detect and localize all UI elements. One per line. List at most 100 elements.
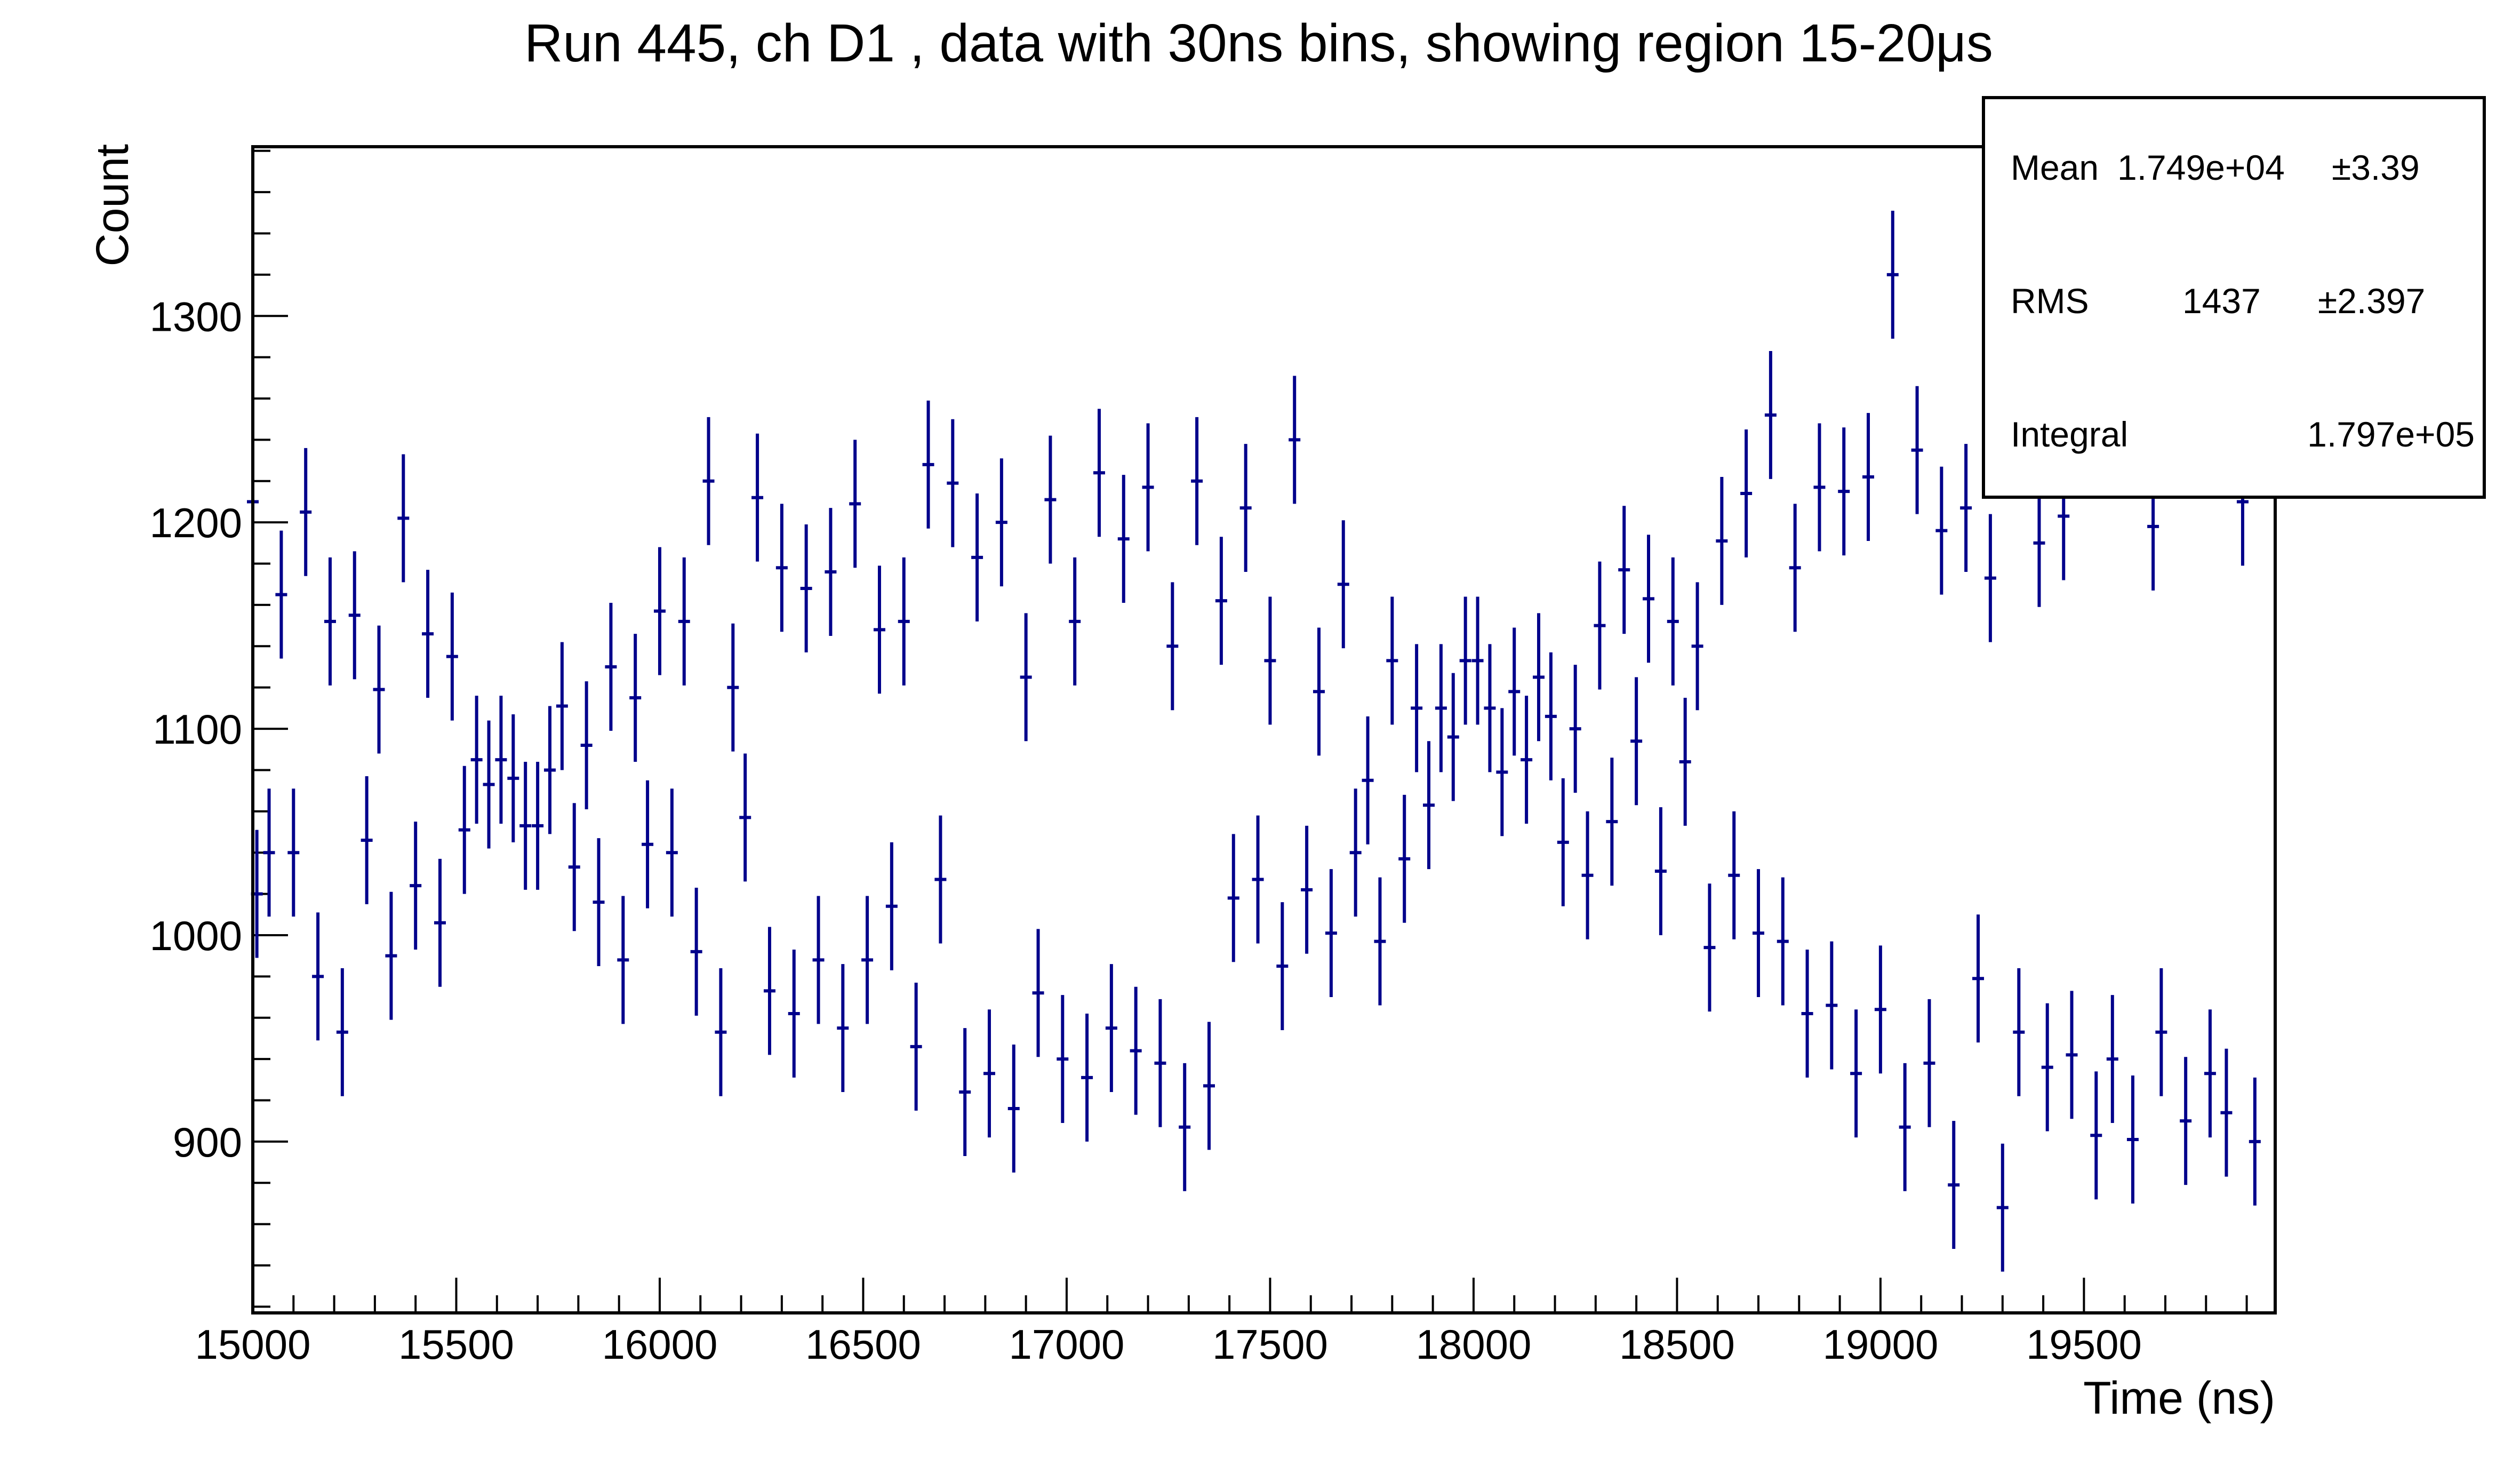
data-point <box>1349 788 1362 917</box>
data-point <box>1032 929 1044 1057</box>
data-point <box>1069 557 1081 686</box>
data-point <box>1594 561 1606 690</box>
stats-mean-value: 1.749e+04 <box>2117 148 2285 187</box>
data-point <box>2220 1048 2233 1177</box>
data-point <box>446 592 458 721</box>
x-tick-label: 19500 <box>2026 1321 2142 1368</box>
x-tick-label: 15500 <box>398 1321 514 1368</box>
y-axis-title: Count <box>87 144 138 267</box>
data-point <box>2126 1075 2139 1204</box>
data-point <box>593 838 605 967</box>
data-point <box>263 788 275 917</box>
data-point <box>470 696 483 824</box>
data-point <box>885 842 898 970</box>
data-point <box>300 448 312 576</box>
data-point <box>336 968 348 1096</box>
data-point <box>507 714 519 842</box>
data-point <box>934 815 947 944</box>
data-point <box>837 964 849 1093</box>
data-point <box>629 634 642 762</box>
data-point <box>543 706 556 834</box>
data-point <box>397 454 410 583</box>
data-point <box>1484 644 1496 772</box>
data-point <box>1093 409 1105 537</box>
data-point <box>605 603 617 731</box>
data-point <box>739 753 751 882</box>
data-point <box>1130 986 1142 1115</box>
data-point <box>1386 596 1398 725</box>
data-point <box>1020 613 1032 742</box>
data-point <box>788 950 800 1078</box>
data-point <box>1972 914 1985 1043</box>
data-point <box>385 891 397 1020</box>
data-point <box>873 565 885 694</box>
data-point <box>1325 869 1337 998</box>
data-point <box>1508 627 1521 756</box>
data-point <box>1874 945 1886 1074</box>
y-axis-tick-labels: 900 1000 1100 1200 1300 <box>149 293 242 1166</box>
stats-box: Mean 1.749e+04 ±3.39 RMS 1437 ±2.397 Int… <box>1982 96 2486 499</box>
data-point <box>1886 210 1899 339</box>
data-point <box>678 557 690 686</box>
data-point <box>653 547 666 675</box>
data-point <box>1252 815 1264 944</box>
data-point <box>275 530 287 659</box>
data-point <box>1044 435 1057 564</box>
data-point <box>2066 991 2078 1119</box>
data-point <box>1716 477 1728 605</box>
data-point <box>1935 466 1948 595</box>
x-tick-label: 15000 <box>195 1321 311 1368</box>
data-point <box>434 858 446 987</box>
data-point <box>324 557 336 686</box>
data-point <box>825 508 837 636</box>
data-point <box>1667 557 1679 686</box>
y-tick-label: 1000 <box>149 912 242 959</box>
data-point <box>519 761 532 890</box>
x-tick-label: 16000 <box>602 1321 718 1368</box>
data-point <box>1826 941 1838 1070</box>
data-point <box>898 557 910 686</box>
data-point <box>1447 673 1459 801</box>
data-point <box>1289 376 1301 504</box>
data-point <box>1630 677 1643 806</box>
data-point <box>1606 758 1618 886</box>
y-tick-label: 1300 <box>149 293 242 340</box>
data-point <box>617 896 629 1024</box>
data-point <box>1557 778 1569 906</box>
x-axis-tick-labels: 15000 15500 16000 16500 17000 17500 18000 18500… <box>195 1321 2142 1368</box>
y-tick-label: 1100 <box>153 706 242 753</box>
stats-mean-row: Mean 1.749e+04 ±3.39 <box>2011 148 2483 187</box>
data-point <box>1203 1022 1215 1150</box>
data-point <box>1411 644 1423 772</box>
data-point <box>2204 1009 2216 1138</box>
data-point <box>1996 1143 2009 1272</box>
data-point <box>422 570 434 698</box>
data-point <box>1569 665 1581 793</box>
data-point <box>1654 807 1667 935</box>
data-point <box>763 927 775 1055</box>
data-point <box>1533 613 1545 742</box>
data-point <box>922 400 934 529</box>
data-point <box>1521 696 1533 824</box>
data-point <box>1362 716 1374 844</box>
stats-mean-error: ±3.39 <box>2332 148 2420 187</box>
y-tick-label: 900 <box>173 1119 242 1166</box>
data-point <box>1850 1009 1862 1138</box>
x-axis-ticks <box>252 1278 2248 1313</box>
data-point <box>1960 444 1972 572</box>
data-point <box>1264 596 1276 725</box>
data-point <box>1862 413 1875 541</box>
data-point <box>2013 968 2025 1096</box>
data-point <box>1545 652 1557 780</box>
data-point <box>1984 514 1996 642</box>
data-point <box>2106 995 2118 1124</box>
data-point <box>849 440 861 568</box>
data-point <box>580 681 593 809</box>
data-point <box>287 788 300 917</box>
data-point <box>495 696 507 824</box>
stats-rms-label: RMS <box>2011 281 2089 321</box>
data-points <box>247 210 2261 1272</box>
data-point <box>312 912 324 1041</box>
data-point <box>666 788 678 917</box>
data-point <box>1191 417 1203 545</box>
